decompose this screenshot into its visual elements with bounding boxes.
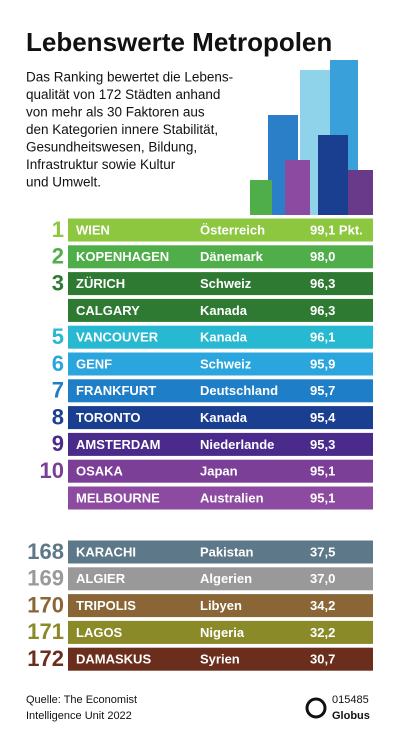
rank: 9	[52, 431, 64, 456]
row-bar	[68, 459, 373, 483]
score: 95,4	[310, 410, 336, 425]
intro-line: Das Ranking bewertet die Lebens-	[26, 70, 233, 85]
city: OSAKA	[76, 464, 124, 479]
country: Schweiz	[200, 356, 252, 371]
intro-line: von mehr als 30 Faktoren aus	[26, 105, 205, 120]
intro-line: Gesundheitswesen, Bildung,	[26, 140, 197, 155]
country: Nigeria	[200, 625, 245, 640]
ranking-table: 1 WIEN Österreich 99,1 Pkt. 2 KOPENHAGEN Dänem…	[27, 217, 373, 671]
row-bar	[68, 352, 373, 376]
score: 37,0	[310, 571, 335, 586]
row-bar	[68, 567, 373, 591]
score: 95,3	[310, 437, 335, 452]
rank: 8	[52, 404, 64, 429]
intro: Das Ranking bewertet die Lebens-qualität…	[26, 70, 233, 190]
city: GENF	[76, 356, 112, 371]
row-bar	[68, 272, 373, 296]
rank: 1	[52, 217, 64, 242]
country: Libyen	[200, 598, 242, 613]
city: ZÜRICH	[76, 276, 125, 291]
rank: 5	[52, 324, 64, 349]
city: TRIPOLIS	[76, 598, 136, 613]
rank: 171	[27, 619, 64, 644]
title: Lebenswerte Metropolen	[26, 27, 332, 57]
score: 96,1	[310, 330, 335, 345]
score: 95,1	[310, 490, 335, 505]
row-bar	[68, 432, 373, 456]
intro-line: und Umwelt.	[26, 175, 101, 190]
country: Niederlande	[200, 437, 274, 452]
city: ALGIER	[76, 571, 126, 586]
row-bar	[68, 379, 373, 403]
country: Österreich	[200, 222, 265, 237]
row-bar	[68, 218, 373, 242]
row-bar	[68, 486, 373, 510]
rank: 170	[27, 592, 64, 617]
country: Dänemark	[200, 249, 264, 264]
source: Quelle: The Economist	[26, 694, 137, 706]
country: Algerien	[200, 571, 252, 586]
row-bar	[68, 325, 373, 349]
score: 37,5	[310, 544, 335, 559]
city: TORONTO	[76, 410, 141, 425]
score: 30,7	[310, 652, 335, 667]
city: KOPENHAGEN	[76, 249, 169, 264]
country: Schweiz	[200, 276, 252, 291]
rank: 2	[52, 244, 64, 269]
score: 32,2	[310, 625, 335, 640]
city: MELBOURNE	[76, 490, 160, 505]
country: Kanada	[200, 303, 248, 318]
city: LAGOS	[76, 625, 123, 640]
city: CALGARY	[76, 303, 140, 318]
score: 96,3	[310, 276, 335, 291]
brand: Globus	[332, 710, 370, 722]
city: DAMASKUS	[76, 652, 151, 667]
country: Pakistan	[200, 544, 254, 559]
score: 99,1 Pkt.	[310, 222, 363, 237]
rank: 3	[52, 270, 64, 295]
city: VANCOUVER	[76, 330, 159, 345]
rank: 10	[40, 458, 64, 483]
rank: 168	[27, 539, 64, 564]
row-bar	[68, 298, 373, 322]
rank: 169	[27, 566, 64, 591]
country: Syrien	[200, 652, 240, 667]
country: Japan	[200, 464, 238, 479]
score: 95,1	[310, 464, 335, 479]
row-bar	[68, 647, 373, 671]
intro-line: den Kategorien innere Stabilität,	[26, 122, 218, 137]
rank: 7	[52, 378, 64, 403]
skyline	[250, 60, 373, 215]
score: 34,2	[310, 598, 335, 613]
row-bar	[68, 594, 373, 618]
city: KARACHI	[76, 544, 136, 559]
country: Kanada	[200, 410, 248, 425]
city: FRANKFURT	[76, 383, 156, 398]
country: Kanada	[200, 330, 248, 345]
row-bar	[68, 620, 373, 644]
intro-line: Infrastruktur sowie Kultur	[26, 157, 176, 172]
intro-line: qualität von 172 Städten anhand	[26, 87, 220, 102]
score: 96,3	[310, 303, 335, 318]
source: Intelligence Unit 2022	[26, 710, 132, 722]
rank: 172	[27, 646, 64, 671]
country: Deutschland	[200, 383, 278, 398]
row-bar	[68, 540, 373, 564]
score: 98,0	[310, 249, 335, 264]
row-bar	[68, 406, 373, 430]
country: Australien	[200, 490, 264, 505]
row-bar	[68, 245, 373, 269]
city: AMSTERDAM	[76, 437, 161, 452]
score: 95,9	[310, 356, 335, 371]
rank: 6	[52, 351, 64, 376]
logo	[305, 697, 327, 719]
score: 95,7	[310, 383, 335, 398]
code: 015485	[332, 694, 369, 706]
city: WIEN	[76, 222, 110, 237]
